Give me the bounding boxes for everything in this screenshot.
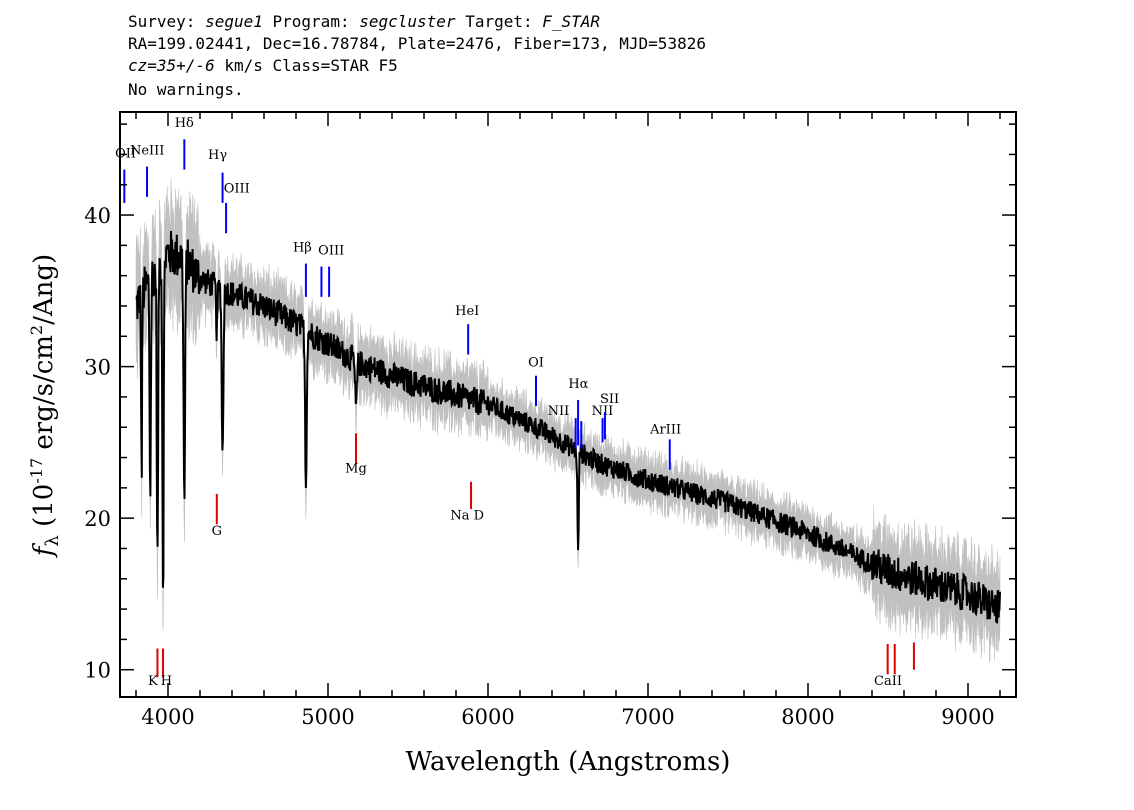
emission-line-label: Hα [568,377,588,392]
x-tick-label: 8000 [781,705,834,729]
y-tick-label: 40 [84,204,111,228]
emission-line-label: HeI [455,304,479,319]
axis-ticks: 4000 5000 6000 7000 8000 9000 10 20 30 40 [84,112,1016,729]
emission-line-label: SII [600,392,619,407]
emission-line-label: Hβ [293,240,312,255]
y-tick-label: 30 [84,356,111,380]
emission-line-label: Hδ [175,116,194,131]
absorption-line-label: H [161,674,172,689]
emission-line-label: NeIII [130,143,164,158]
absorption-line-label: Mg [345,462,367,477]
plot-frame [119,111,1017,698]
survey-value: segue1 [205,12,263,31]
y-axis-label: fλ (10-17 erg/s/cm2/Ang) [27,254,63,558]
header-line-redshift: cz=35+/-6 km/s Class=STAR F5 [128,55,398,77]
error-band [135,178,1001,663]
x-tick-label: 9000 [941,705,994,729]
header-line-survey: Survey: segue1 Program: segcluster Targe… [128,11,600,33]
emission-line-label: NII [548,404,570,419]
cz-value: cz=35+/-6 [128,56,215,75]
emission-line-label: ArIII [649,422,681,437]
x-tick-label: 6000 [461,705,514,729]
emission-line-label: OIII [318,243,344,258]
absorption-line-label: CaII [874,674,902,689]
emission-line-label: NII [592,404,614,419]
x-axis-label: Wavelength (Angstroms) [406,747,731,777]
absorption-line-label: Na D [450,509,484,524]
absorption-line-label: G [212,524,222,539]
flux-series [135,230,1001,624]
y-tick-label: 20 [84,507,111,531]
emission-line-label: OI [528,356,544,371]
target-value: F_STAR [542,12,601,31]
x-tick-label: 5000 [301,705,354,729]
header-line-warnings: No warnings. [128,80,244,99]
target-label: Target: [465,12,533,31]
header-line-coords: RA=199.02441, Dec=16.78784, Plate=2476, … [128,34,706,53]
survey-label: Survey: [128,12,196,31]
program-value: segcluster [359,12,456,31]
y-tick-label: 10 [84,659,111,683]
flux-line [135,230,1001,624]
program-label: Program: [272,12,350,31]
error-band-area [135,178,1001,663]
emission-line-label: OIII [224,181,250,196]
x-tick-label: 7000 [621,705,674,729]
x-tick-label: 4000 [141,705,194,729]
class-value: Class=STAR F5 [272,56,398,75]
emission-line-label: Hγ [208,148,227,163]
absorption-line-label: K [148,674,158,689]
cz-units: km/s [224,56,263,75]
